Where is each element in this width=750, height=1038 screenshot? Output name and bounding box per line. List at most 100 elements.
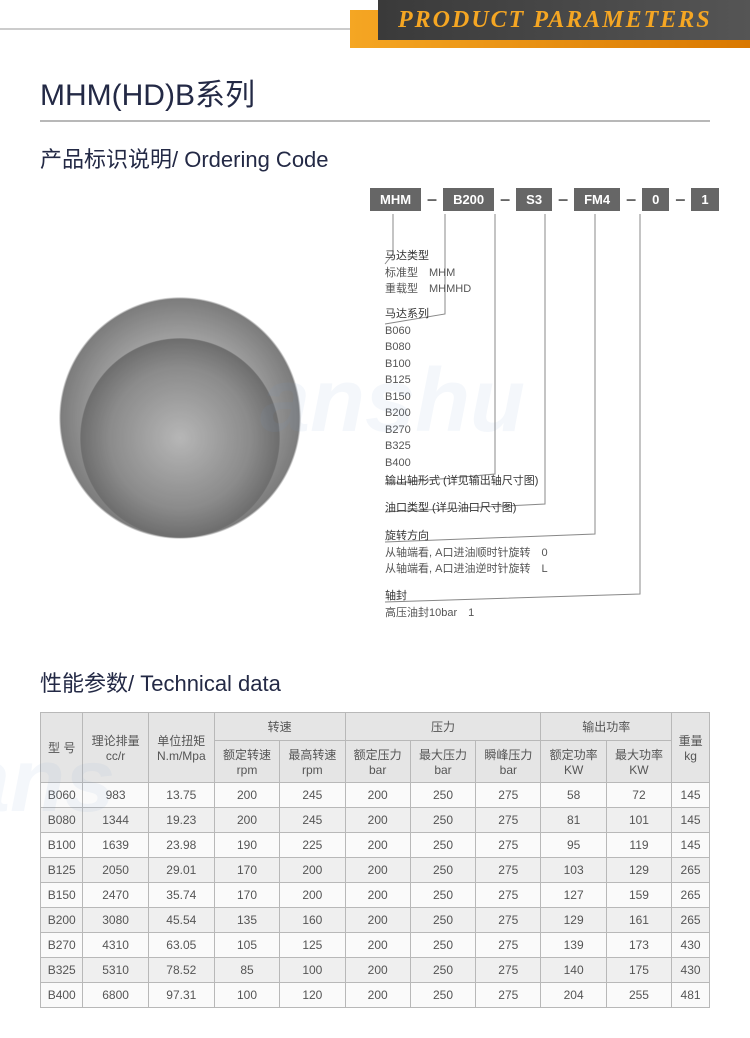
cell: 139: [541, 933, 606, 958]
cell: 45.54: [148, 908, 214, 933]
cell: 200: [345, 908, 410, 933]
cell: 13.75: [148, 783, 214, 808]
banner: PRODUCT PARAMETERS: [0, 0, 750, 50]
cell: 250: [410, 908, 475, 933]
cell: B100: [41, 833, 83, 858]
table-row: B06098313.752002452002502755872145: [41, 783, 710, 808]
cell: 200: [345, 858, 410, 883]
cell: 275: [476, 858, 541, 883]
table-row: B325531078.5285100200250275140175430: [41, 958, 710, 983]
cell: 200: [345, 958, 410, 983]
cell: 430: [672, 958, 710, 983]
cell: 145: [672, 783, 710, 808]
cell: 250: [410, 933, 475, 958]
cell: 250: [410, 858, 475, 883]
code-part-0: MHM: [370, 188, 421, 211]
cell: 6800: [83, 983, 148, 1008]
cell: 190: [214, 833, 279, 858]
cell: 58: [541, 783, 606, 808]
cell: 4310: [83, 933, 148, 958]
cell: 275: [476, 958, 541, 983]
th: 最大压力bar: [410, 741, 475, 783]
table-row: B100163923.9819022520025027595119145: [41, 833, 710, 858]
cell: 125: [280, 933, 345, 958]
cell: 145: [672, 833, 710, 858]
tech-heading: 性能参数/ Technical data: [40, 666, 710, 698]
th: 型 号: [41, 713, 83, 783]
cell: 200: [214, 783, 279, 808]
cell: 129: [606, 858, 671, 883]
table-row: B400680097.31100120200250275204255481: [41, 983, 710, 1008]
cell: 120: [280, 983, 345, 1008]
cell: 85: [214, 958, 279, 983]
explain-group-4: 旋转方向从轴端看, A口进油顺时针旋转 0从轴端看, A口进油逆时针旋转 L: [385, 528, 548, 578]
cell: 275: [476, 783, 541, 808]
cell: 159: [606, 883, 671, 908]
product-image: [30, 288, 330, 548]
table-row: B150247035.74170200200250275127159265: [41, 883, 710, 908]
cell: 275: [476, 933, 541, 958]
explain-group-3: 油口类型 (详见油口尺寸图): [385, 500, 516, 517]
code-dash: –: [673, 189, 687, 210]
cell: 265: [672, 858, 710, 883]
cell: 200: [345, 833, 410, 858]
cell: 204: [541, 983, 606, 1008]
series-title: MHM(HD)B系列: [40, 70, 710, 114]
divider: [40, 120, 710, 122]
th: 理论排量cc/r: [83, 713, 148, 783]
th: 输出功率: [541, 713, 672, 741]
cell: 127: [541, 883, 606, 908]
th: 最高转速rpm: [280, 741, 345, 783]
cell: 23.98: [148, 833, 214, 858]
cell: 1639: [83, 833, 148, 858]
cell: 430: [672, 933, 710, 958]
cell: 175: [606, 958, 671, 983]
cell: 275: [476, 883, 541, 908]
cell: 72: [606, 783, 671, 808]
cell: 200: [345, 783, 410, 808]
cell: 101: [606, 808, 671, 833]
cell: 140: [541, 958, 606, 983]
code-part-4: 0: [642, 188, 669, 211]
explain-group-0: 马达类型标准型 MHM重载型 MHMHD: [385, 248, 471, 298]
cell: 145: [672, 808, 710, 833]
explain-group-2: 输出轴形式 (详见输出轴尺寸图): [385, 473, 538, 490]
th: 压力: [345, 713, 541, 741]
th: 额定转速rpm: [214, 741, 279, 783]
th: 转速: [214, 713, 345, 741]
cell: 2470: [83, 883, 148, 908]
code-dash: –: [425, 189, 439, 210]
cell: 119: [606, 833, 671, 858]
cell: 29.01: [148, 858, 214, 883]
cell: 200: [214, 808, 279, 833]
cell: B400: [41, 983, 83, 1008]
code-part-5: 1: [691, 188, 718, 211]
cell: 35.74: [148, 883, 214, 908]
cell: 103: [541, 858, 606, 883]
cell: 81: [541, 808, 606, 833]
cell: 5310: [83, 958, 148, 983]
cell: 245: [280, 808, 345, 833]
table-body: B06098313.752002452002502755872145B08013…: [41, 783, 710, 1008]
banner-title: PRODUCT PARAMETERS: [398, 7, 712, 34]
cell: 265: [672, 883, 710, 908]
explain-group-5: 轴封高压油封10bar 1: [385, 588, 474, 621]
cell: 100: [280, 958, 345, 983]
th: 额定功率KW: [541, 741, 606, 783]
cell: B060: [41, 783, 83, 808]
tech-table: 型 号理论排量cc/r单位扭矩N.m/Mpa转速压力输出功率重量kg 额定转速r…: [40, 712, 710, 1008]
cell: 245: [280, 783, 345, 808]
cell: 19.23: [148, 808, 214, 833]
cell: 250: [410, 958, 475, 983]
cell: 173: [606, 933, 671, 958]
cell: B125: [41, 858, 83, 883]
th: 单位扭矩N.m/Mpa: [148, 713, 214, 783]
table-head: 型 号理论排量cc/r单位扭矩N.m/Mpa转速压力输出功率重量kg 额定转速r…: [41, 713, 710, 783]
cell: 225: [280, 833, 345, 858]
ordering-diagram: MHM–B200–S3–FM4–0–1 马达类型标准型 MHM重载型 MHMHD…: [40, 188, 710, 648]
cell: B270: [41, 933, 83, 958]
code-part-1: B200: [443, 188, 494, 211]
cell: 95: [541, 833, 606, 858]
th: 重量kg: [672, 713, 710, 783]
code-boxes: MHM–B200–S3–FM4–0–1: [370, 188, 719, 211]
